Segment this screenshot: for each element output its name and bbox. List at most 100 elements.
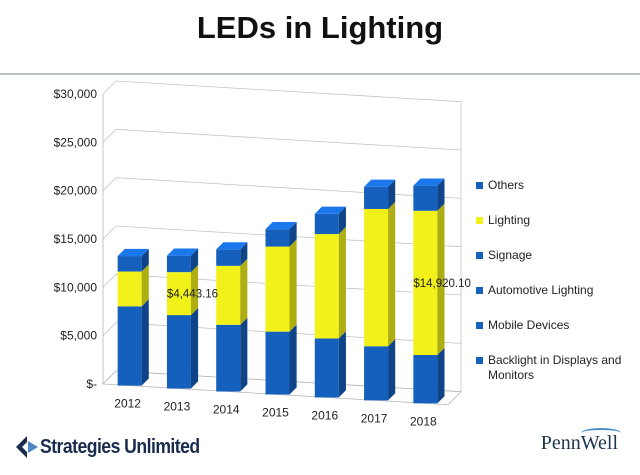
- bar-segment-side: [190, 307, 199, 389]
- y-tick-label: $15,000: [54, 232, 98, 246]
- bar-segment-side: [338, 226, 346, 339]
- bar-segment-side: [437, 347, 445, 404]
- y-tick-label: $25,000: [54, 135, 98, 149]
- bar-segment: [117, 256, 142, 272]
- y-tick-label: $30,000: [54, 87, 98, 101]
- bar-segment: [117, 271, 142, 307]
- strategies-unlimited-logo: Strategies Unlimited: [14, 433, 221, 461]
- bar-top: [314, 206, 346, 214]
- bar-segment-side: [338, 206, 346, 235]
- bar-segment: [364, 208, 389, 347]
- bar-segment-side: [141, 299, 149, 386]
- bar-segment-side: [437, 178, 445, 211]
- bar-segment-side: [190, 248, 199, 273]
- gridline-depth: [102, 322, 117, 336]
- legend-label: Backlight in Displays and: [488, 353, 621, 367]
- bar-segment: [216, 249, 241, 266]
- bar-top: [265, 222, 297, 230]
- y-tick-label: $-: [86, 377, 97, 391]
- legend-swatch: [476, 287, 483, 294]
- x-tick-label: 2018: [410, 414, 437, 428]
- bar-segment: [364, 186, 389, 209]
- bar-segment: [166, 255, 191, 273]
- bar-segment: [166, 272, 191, 316]
- legend-swatch: [476, 217, 483, 224]
- bar-2012: [117, 248, 149, 386]
- logo-mark-icon: [16, 436, 38, 458]
- gridline: [115, 128, 462, 151]
- bar-segment-side: [190, 264, 199, 316]
- gridline: [115, 80, 462, 103]
- x-tick-label: 2016: [311, 408, 338, 422]
- x-axis-ticks: 2012 2013 2014 2015 2016 2017 2018: [114, 397, 437, 429]
- data-label: $14,920.10: [413, 278, 471, 290]
- annotations: $4,443.16 $14,920.10: [167, 278, 471, 301]
- bar-top: [117, 248, 149, 257]
- bar-2016: [314, 206, 346, 398]
- bars: [117, 178, 445, 404]
- legend-label: Automotive Lighting: [488, 283, 593, 297]
- x-tick-label: 2017: [361, 411, 388, 425]
- legend-swatch: [476, 357, 483, 364]
- bar-segment: [265, 246, 290, 332]
- bar-segment: [216, 265, 241, 325]
- bar-top: [364, 179, 396, 187]
- bar-segment: [265, 331, 290, 395]
- bar-segment-side: [289, 324, 297, 395]
- chart-floor: [102, 370, 462, 406]
- data-label: $4,443.16: [167, 289, 218, 301]
- legend-swatch: [476, 322, 483, 329]
- pennwell-logo: PennWell: [541, 428, 621, 455]
- x-tick-label: 2015: [262, 405, 289, 419]
- y-axis-ticks: $30,000 $25,000 $20,000 $15,000 $10,000 $5,00…: [54, 87, 98, 391]
- bar-segment-side: [388, 179, 396, 209]
- x-tick-label: 2014: [213, 403, 240, 417]
- legend: Others Lighting Signage Automotive Lighting…: [476, 178, 621, 382]
- bar-top: [413, 178, 445, 186]
- bar-segment: [166, 315, 191, 389]
- legend-swatch: [476, 252, 483, 259]
- legend-label: Signage: [488, 248, 532, 262]
- bar-2017: [364, 179, 396, 401]
- bar-segment: [413, 185, 438, 211]
- bar-segment-side: [338, 331, 346, 398]
- bar-segment: [314, 213, 339, 235]
- bar-2018: [413, 178, 445, 404]
- legend-label: Others: [488, 178, 524, 192]
- gridline-depth: [102, 225, 117, 240]
- left-logo-text: Strategies Unlimited: [40, 435, 200, 458]
- bar-segment: [314, 234, 339, 339]
- gridline-depth: [102, 177, 117, 191]
- gridline-depth: [102, 129, 117, 143]
- bar-segment: [314, 338, 339, 398]
- x-tick-label: 2013: [164, 400, 191, 414]
- legend-swatch: [476, 182, 483, 189]
- gridline: [115, 177, 462, 199]
- bar-2015: [265, 222, 297, 395]
- x-tick-label: 2012: [114, 397, 141, 411]
- page-title: LEDs in Lighting: [196, 10, 444, 45]
- bar-segment-side: [289, 239, 297, 332]
- bar-segment: [413, 355, 438, 404]
- bar-segment: [265, 229, 290, 247]
- bar-segment: [364, 346, 389, 401]
- y-tick-label: $20,000: [54, 184, 98, 198]
- legend-label: Monitors: [488, 368, 534, 382]
- bar-segment: [216, 324, 241, 392]
- gridline-depth: [102, 274, 117, 288]
- y-tick-label: $10,000: [54, 280, 98, 294]
- bar-top: [216, 242, 248, 250]
- bar-top: [166, 248, 199, 256]
- bar-segment-side: [240, 242, 248, 266]
- bar-segment-side: [289, 222, 297, 247]
- bar-segment: [413, 210, 438, 356]
- title-divider: [0, 73, 640, 75]
- legend-label: Mobile Devices: [488, 318, 569, 332]
- bar-segment: [117, 306, 142, 386]
- bar-segment-side: [388, 201, 396, 347]
- bar-2013: [166, 248, 199, 389]
- bar-segment-side: [141, 264, 149, 307]
- gridline-depth: [102, 80, 117, 95]
- bar-segment-side: [437, 203, 445, 356]
